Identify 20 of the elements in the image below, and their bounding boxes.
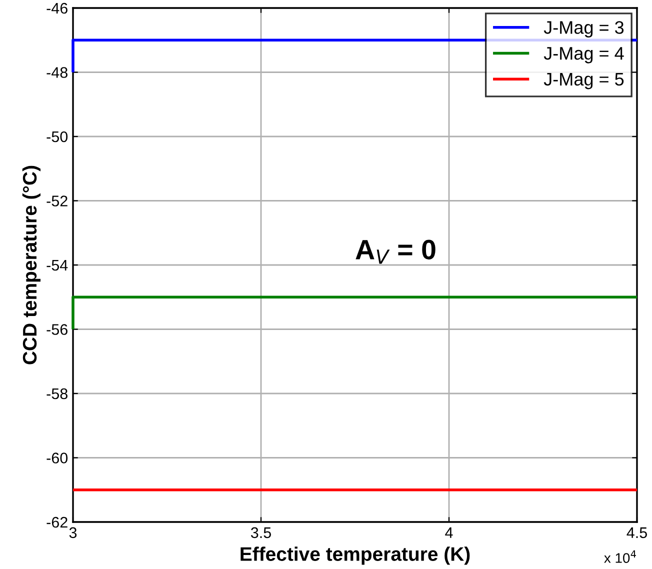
x-tick-label: 4.5 xyxy=(626,527,647,538)
y-tick-label: -50 xyxy=(46,131,68,142)
x-tick-label: 4 xyxy=(445,527,453,538)
y-tick-label: -62 xyxy=(46,516,68,528)
x-tick-label: 3 xyxy=(69,527,77,538)
legend-label: J-Mag = 3 xyxy=(544,21,624,38)
y-tick-label: -58 xyxy=(46,388,68,400)
y-tick-label: -52 xyxy=(46,196,68,206)
y-tick-label: -46 xyxy=(46,2,68,14)
y-tick-label: -48 xyxy=(46,67,68,78)
legend-label: J-Mag = 4 xyxy=(544,47,624,64)
y-axis-title: CCD temperature (°C) xyxy=(22,166,41,364)
y-tick-label: -60 xyxy=(46,452,68,464)
x-axis-title: Effective temperature (K) xyxy=(240,546,470,565)
annotation: A$_{V}$ = 0 xyxy=(356,240,436,264)
text: x 10$^{4}$ xyxy=(604,550,636,563)
y-tick-label: -56 xyxy=(46,324,68,335)
y-tick-label: -54 xyxy=(46,260,68,271)
x-tick-label: 3.5 xyxy=(250,527,271,538)
legend-label: J-Mag = 5 xyxy=(544,73,624,90)
